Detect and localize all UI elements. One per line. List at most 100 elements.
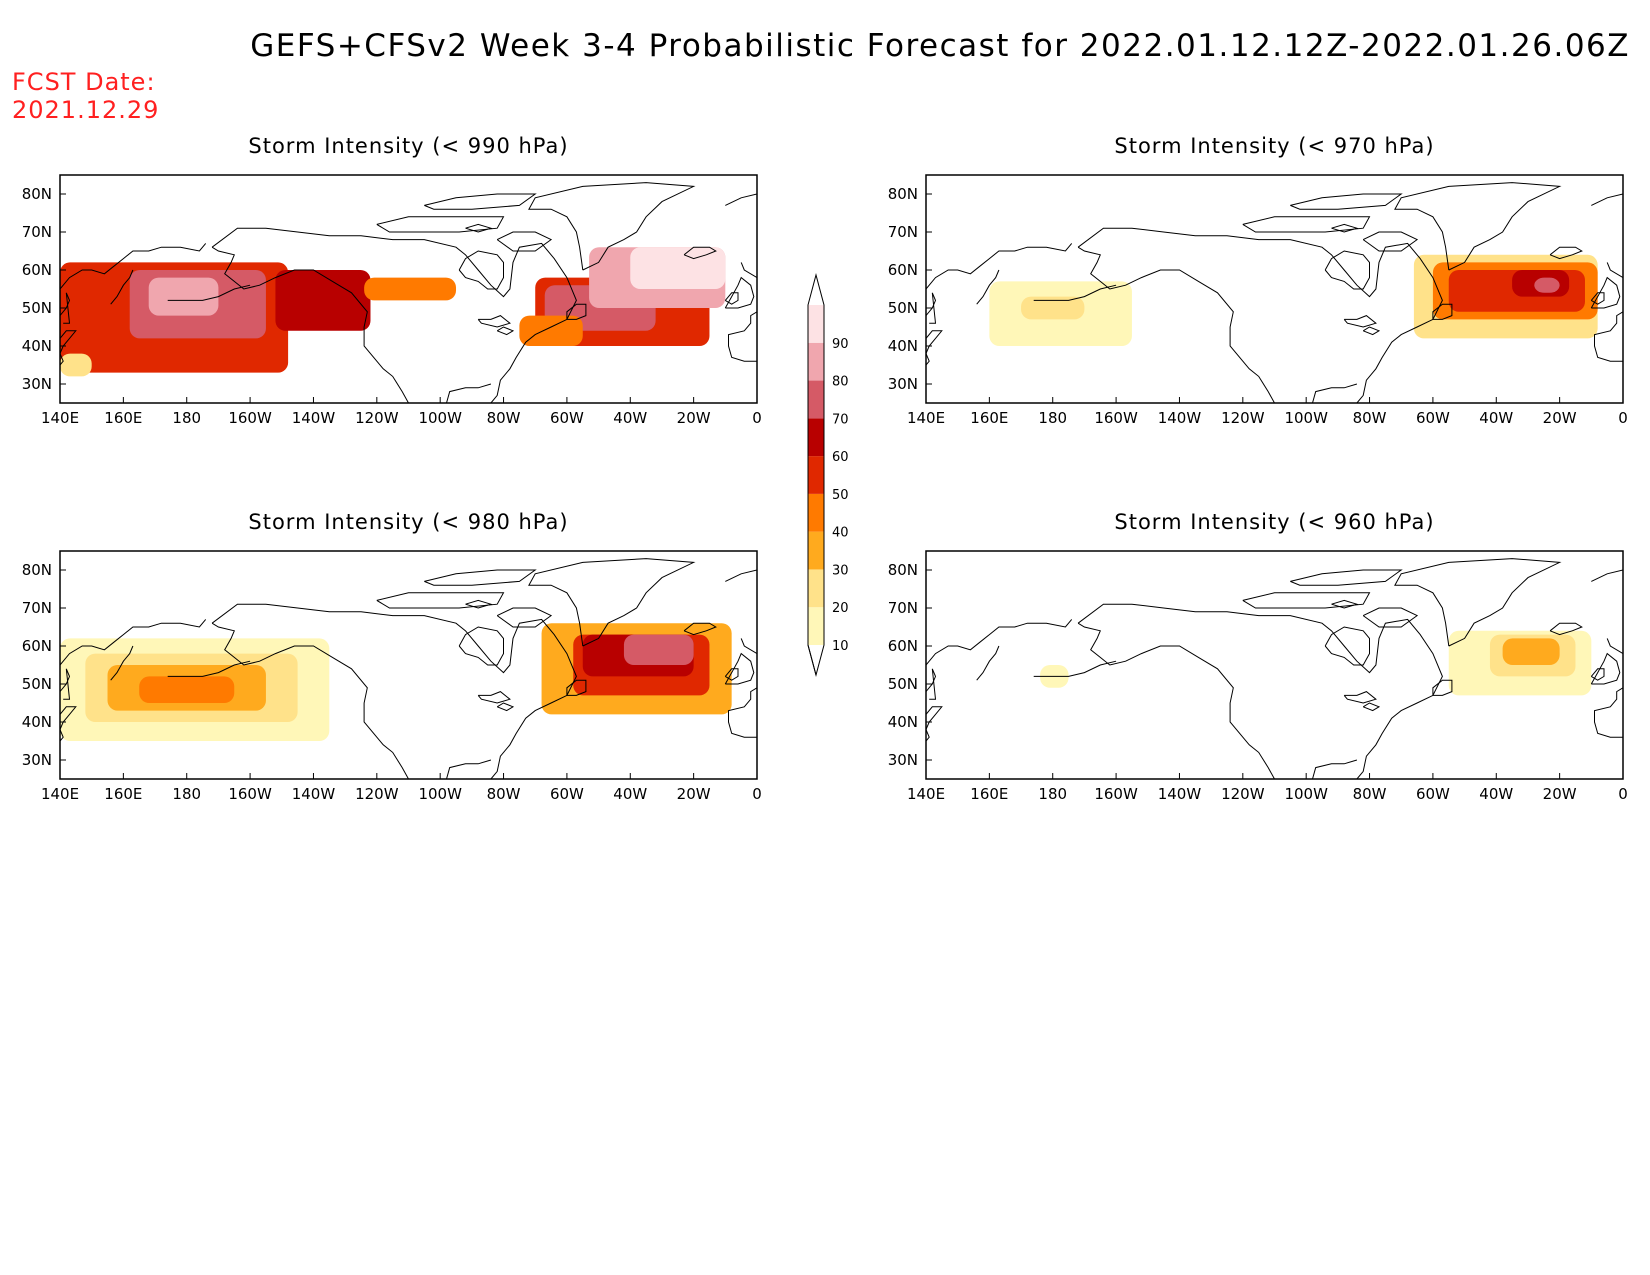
lon-tick-label: 100W bbox=[418, 785, 462, 803]
colorbar-swatch bbox=[808, 456, 824, 494]
map-frame bbox=[925, 550, 1624, 780]
colorbar-tick-label: 70 bbox=[832, 412, 849, 427]
colorbar-tick-label: 40 bbox=[832, 526, 849, 541]
lon-tick-label: 80W bbox=[487, 785, 521, 803]
probability-fill bbox=[60, 623, 732, 741]
lon-tick-label: 100W bbox=[418, 409, 462, 427]
colorbar-tick-label: 30 bbox=[832, 563, 849, 578]
lat-tick-label: 80N bbox=[22, 561, 52, 579]
lon-tick-label: 80W bbox=[1353, 785, 1387, 803]
lat-tick-label: 30N bbox=[888, 375, 918, 393]
colorbar-swatch bbox=[808, 305, 824, 343]
lon-tick-label: 160E bbox=[970, 785, 1008, 803]
coastlines bbox=[60, 558, 757, 779]
main-title: GEFS+CFSv2 Week 3-4 Probabilistic Foreca… bbox=[250, 28, 1630, 64]
lon-tick-label: 40W bbox=[1479, 785, 1513, 803]
lon-tick-label: 120W bbox=[1221, 785, 1265, 803]
colorbar-swatch bbox=[808, 380, 824, 419]
colorbar-tick-label: 80 bbox=[832, 375, 849, 390]
lon-tick-label: 20W bbox=[677, 785, 711, 803]
fcst-date-value: 2021.12.29 bbox=[12, 96, 160, 124]
fcst-date-block: FCST Date: 2021.12.29 bbox=[12, 68, 159, 124]
lon-tick-label: 60W bbox=[1416, 409, 1450, 427]
lon-tick-label: 140E bbox=[41, 785, 79, 803]
lat-tick-label: 70N bbox=[888, 599, 918, 617]
panel-title: Storm Intensity (< 970 hPa) bbox=[1114, 134, 1434, 158]
lon-tick-label: 20W bbox=[1543, 409, 1577, 427]
colorbar-swatch bbox=[808, 342, 824, 381]
lat-tick-label: 50N bbox=[888, 299, 918, 317]
lat-tick-label: 40N bbox=[22, 713, 52, 731]
colorbar-swatch bbox=[808, 607, 824, 645]
probability-region bbox=[139, 676, 235, 703]
map-panel-p980: Storm Intensity (< 980 hPa) 140E 160E 180 16… bbox=[22, 510, 762, 803]
lat-tick-label: 50N bbox=[22, 299, 52, 317]
lon-tick-label: 100W bbox=[1284, 409, 1328, 427]
lon-tick-label: 140W bbox=[292, 409, 336, 427]
lon-tick-label: 20W bbox=[677, 409, 711, 427]
lat-tick-label: 70N bbox=[888, 223, 918, 241]
map-panel-p990: Storm Intensity (< 990 hPa) 140E 160E 180 16… bbox=[22, 134, 762, 427]
lon-tick-label: 160W bbox=[1094, 409, 1138, 427]
probability-region bbox=[519, 315, 583, 346]
lat-tick-label: 40N bbox=[888, 713, 918, 731]
lon-tick-label: 140E bbox=[41, 409, 79, 427]
probability-fill bbox=[989, 254, 1598, 346]
probability-region bbox=[1502, 638, 1560, 665]
probability-region bbox=[1021, 296, 1085, 320]
lon-tick-label: 60W bbox=[550, 409, 584, 427]
lon-tick-label: 180 bbox=[172, 409, 201, 427]
colorbar: 10 20 30 40 50 60 70 80 90 bbox=[807, 273, 849, 677]
lat-tick-label: 80N bbox=[888, 185, 918, 203]
panel-title: Storm Intensity (< 960 hPa) bbox=[1114, 510, 1434, 534]
lat-tick-label: 50N bbox=[888, 675, 918, 693]
panel-title: Storm Intensity (< 990 hPa) bbox=[248, 134, 568, 158]
coastlines bbox=[926, 182, 1623, 403]
lon-tick-label: 100W bbox=[1284, 785, 1328, 803]
lat-tick-label: 30N bbox=[22, 375, 52, 393]
panel-title: Storm Intensity (< 980 hPa) bbox=[248, 510, 568, 534]
lat-tick-label: 80N bbox=[888, 561, 918, 579]
colorbar-tick-label: 50 bbox=[832, 488, 849, 503]
lon-tick-label: 180 bbox=[1038, 785, 1067, 803]
coastlines bbox=[60, 182, 757, 403]
lon-tick-label: 140E bbox=[907, 785, 945, 803]
lon-tick-label: 60W bbox=[550, 785, 584, 803]
lon-tick-label: 20W bbox=[1543, 785, 1577, 803]
colorbar-tick-label: 90 bbox=[832, 337, 849, 352]
lon-tick-label: 180 bbox=[1038, 409, 1067, 427]
map-panel-p960: Storm Intensity (< 960 hPa) 140E 160E 180 16… bbox=[888, 510, 1628, 803]
lat-tick-label: 70N bbox=[22, 223, 52, 241]
lat-tick-label: 40N bbox=[888, 337, 918, 355]
probability-region bbox=[275, 270, 371, 331]
map-frame bbox=[59, 550, 758, 780]
probability-fill bbox=[60, 247, 726, 377]
lon-tick-label: 0 bbox=[752, 409, 762, 427]
lat-tick-label: 30N bbox=[22, 751, 52, 769]
lon-tick-label: 140W bbox=[1158, 785, 1202, 803]
lon-tick-label: 160E bbox=[104, 409, 142, 427]
colorbar-swatch bbox=[808, 418, 824, 457]
lat-tick-label: 30N bbox=[888, 751, 918, 769]
colorbar-tick-label: 20 bbox=[832, 601, 849, 616]
coastlines bbox=[926, 558, 1623, 779]
lat-tick-label: 50N bbox=[22, 675, 52, 693]
lat-tick-label: 80N bbox=[22, 185, 52, 203]
lat-tick-label: 40N bbox=[22, 337, 52, 355]
lat-tick-label: 60N bbox=[22, 637, 52, 655]
lat-tick-label: 70N bbox=[22, 599, 52, 617]
lon-tick-label: 60W bbox=[1416, 785, 1450, 803]
lon-tick-label: 160E bbox=[104, 785, 142, 803]
lon-tick-label: 40W bbox=[613, 409, 647, 427]
probability-fill bbox=[1040, 630, 1592, 696]
lon-tick-label: 120W bbox=[355, 785, 399, 803]
lon-tick-label: 160W bbox=[228, 409, 272, 427]
probability-region bbox=[1534, 277, 1560, 293]
lon-tick-label: 160W bbox=[1094, 785, 1138, 803]
colorbar-tick-label: 10 bbox=[832, 639, 849, 654]
lat-tick-label: 60N bbox=[22, 261, 52, 279]
probability-region bbox=[148, 277, 219, 316]
map-frame bbox=[59, 174, 758, 404]
colorbar-swatch bbox=[808, 493, 824, 532]
